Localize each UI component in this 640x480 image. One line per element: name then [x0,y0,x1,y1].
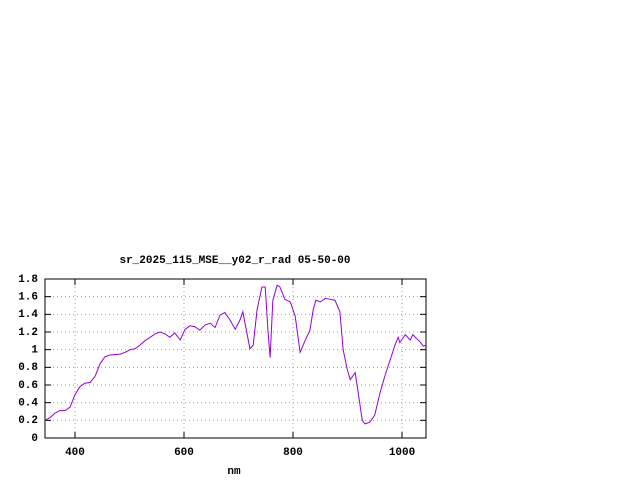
x-tick-label: 400 [65,447,85,459]
x-tick-label: 1000 [389,447,415,459]
x-axis-label: nm [227,466,241,478]
x-tick-label: 800 [283,447,303,459]
y-tick-label: 1.4 [18,309,38,321]
data-line [44,284,427,425]
x-tick-label: 600 [174,447,194,459]
y-tick-label: 0 [31,433,38,445]
plot-border [44,278,427,439]
y-tick-label: 1 [31,345,38,357]
y-tick-label: 1.2 [18,327,38,339]
y-tick-label: 0.6 [18,380,38,392]
chart-title: sr_2025_115_MSE__y02_r_rad 05-50-00 [119,255,350,267]
y-tick-label: 0.2 [18,415,38,427]
y-tick-label: 0.8 [18,362,38,374]
y-tick-label: 1.8 [18,274,38,286]
y-tick-label: 1.6 [18,292,38,304]
y-tick-label: 0.4 [18,398,38,410]
